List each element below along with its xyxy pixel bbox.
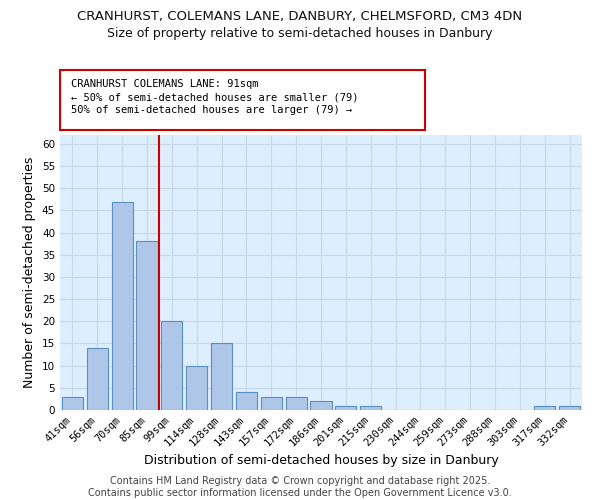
Text: CRANHURST COLEMANS LANE: 91sqm
← 50% of semi-detached houses are smaller (79)
50: CRANHURST COLEMANS LANE: 91sqm ← 50% of …: [71, 79, 358, 116]
Bar: [534, 406, 555, 410]
Bar: [335, 406, 356, 410]
Y-axis label: Number of semi-detached properties: Number of semi-detached properties: [23, 157, 37, 388]
Bar: [559, 406, 580, 410]
Bar: [360, 406, 381, 410]
Text: CRANHURST, COLEMANS LANE, DANBURY, CHELMSFORD, CM3 4DN: CRANHURST, COLEMANS LANE, DANBURY, CHELM…: [77, 10, 523, 23]
Text: Contains HM Land Registry data © Crown copyright and database right 2025.
Contai: Contains HM Land Registry data © Crown c…: [88, 476, 512, 498]
X-axis label: Distribution of semi-detached houses by size in Danbury: Distribution of semi-detached houses by …: [143, 454, 499, 467]
Bar: [161, 322, 182, 410]
Bar: [87, 348, 108, 410]
Bar: [310, 401, 332, 410]
Bar: [186, 366, 207, 410]
Bar: [112, 202, 133, 410]
Bar: [211, 344, 232, 410]
Bar: [136, 242, 158, 410]
Text: Size of property relative to semi-detached houses in Danbury: Size of property relative to semi-detach…: [107, 28, 493, 40]
Bar: [62, 396, 83, 410]
Bar: [236, 392, 257, 410]
Bar: [286, 396, 307, 410]
Bar: [261, 396, 282, 410]
